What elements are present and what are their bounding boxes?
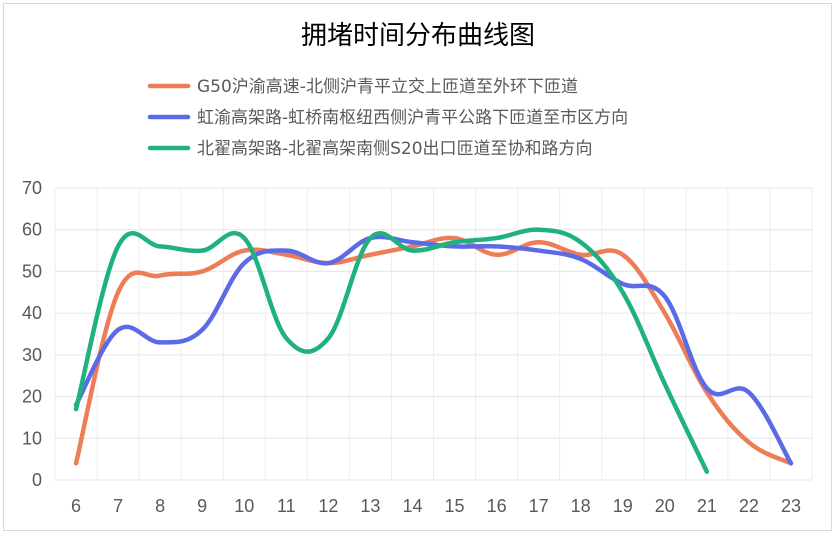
x-tick-label: 19 <box>613 496 633 516</box>
x-tick-label: 18 <box>571 496 591 516</box>
x-tick-label: 7 <box>113 496 123 516</box>
x-tick-label: 12 <box>318 496 338 516</box>
legend: G50沪渝高速-北侧沪青平立交上匝道至外环下匝道虹渝高架路-虹桥南枢纽西侧沪青平… <box>147 77 628 159</box>
legend-label-2: 虹渝高架路-虹桥南枢纽西侧沪青平公路下匝道至市区方向 <box>197 108 628 128</box>
x-tick-label: 20 <box>655 496 675 516</box>
x-tick-label: 16 <box>487 496 507 516</box>
x-tick-label: 17 <box>529 496 549 516</box>
x-tick-label: 15 <box>445 496 465 516</box>
x-tick-label: 6 <box>71 496 81 516</box>
x-tick-label: 23 <box>781 496 801 516</box>
x-axis-ticks: 6 7 8 9 10 11 12 13 14 15 16 17 18 19 20 21 22 23 <box>71 496 801 516</box>
x-tick-label: 14 <box>402 496 422 516</box>
x-tick-label: 9 <box>197 496 207 516</box>
y-tick-label: 0 <box>32 470 42 490</box>
chart-title: 拥堵时间分布曲线图 <box>301 21 535 51</box>
x-tick-label: 22 <box>739 496 759 516</box>
x-tick-label: 8 <box>155 496 165 516</box>
y-axis-ticks: 0 10 20 30 40 50 60 70 <box>22 178 42 490</box>
x-tick-label: 10 <box>234 496 254 516</box>
y-tick-label: 60 <box>22 220 42 240</box>
y-tick-label: 40 <box>22 303 42 323</box>
y-tick-label: 30 <box>22 345 42 365</box>
y-tick-label: 50 <box>22 261 42 281</box>
y-tick-label: 20 <box>22 387 42 407</box>
y-tick-label: 10 <box>22 428 42 448</box>
series-lines <box>73 227 794 474</box>
y-tick-label: 70 <box>22 178 42 198</box>
series-line-3 <box>73 227 710 474</box>
x-tick-label: 11 <box>277 496 296 516</box>
legend-label-1: G50沪渝高速-北侧沪青平立交上匝道至外环下匝道 <box>197 77 578 97</box>
x-tick-label: 13 <box>360 496 380 516</box>
legend-label-3: 北翟高架路-北翟高架南侧S20出口匝道至协和路方向 <box>197 139 593 159</box>
gridlines <box>54 187 813 481</box>
x-tick-label: 21 <box>697 496 717 516</box>
